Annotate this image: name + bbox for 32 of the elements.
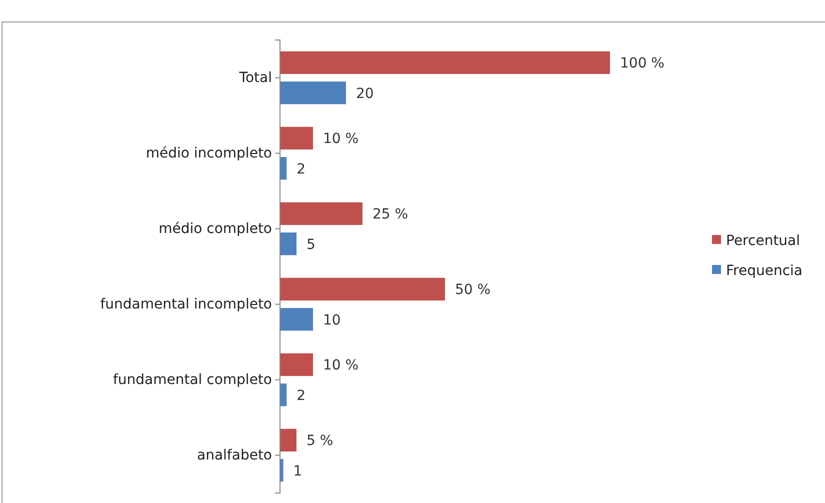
bar xyxy=(280,353,313,376)
data-label: 2 xyxy=(296,388,306,404)
data-label: 10 xyxy=(323,312,341,328)
bar xyxy=(280,157,287,180)
data-label: 2 xyxy=(296,161,306,178)
data-label: 25 % xyxy=(372,206,408,223)
legend-label: Percentual xyxy=(726,232,800,249)
y-tick-label: fundamental completo xyxy=(112,372,272,388)
bar xyxy=(280,384,287,406)
bar xyxy=(280,459,284,482)
data-label: 20 xyxy=(356,86,374,102)
data-label: 5 xyxy=(306,236,316,253)
y-tick-label: médio completo xyxy=(158,221,272,238)
bar xyxy=(280,202,362,225)
legend-label: Frequencia xyxy=(726,262,803,279)
bar xyxy=(280,428,296,452)
bar xyxy=(280,126,313,150)
data-label: 10 % xyxy=(323,131,359,148)
data-label: 5 % xyxy=(306,433,334,450)
bar xyxy=(280,82,346,104)
bar xyxy=(280,308,313,331)
data-label: 50 % xyxy=(455,282,491,298)
bar xyxy=(280,232,296,256)
bar xyxy=(280,51,610,74)
data-label: 1 xyxy=(293,463,302,480)
y-tick-label: Total xyxy=(238,70,272,86)
y-tick-label: médio incompleto xyxy=(146,146,272,162)
data-label: 10 % xyxy=(323,358,359,374)
y-tick-label: analfabeto xyxy=(197,448,272,464)
y-tick-label: fundamental incompleto xyxy=(100,296,272,313)
bar xyxy=(280,278,445,300)
data-label: 100 % xyxy=(620,56,664,72)
